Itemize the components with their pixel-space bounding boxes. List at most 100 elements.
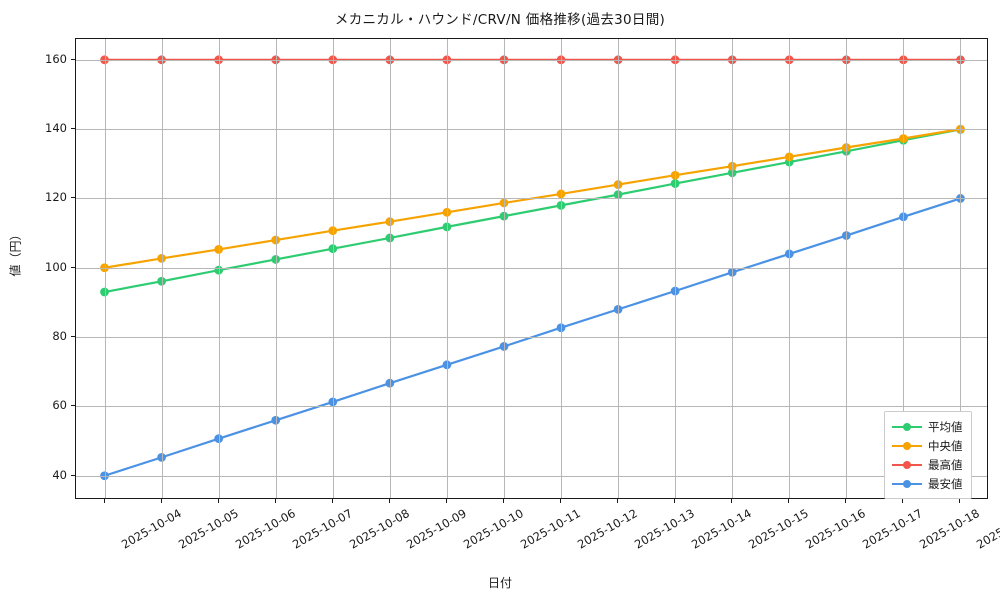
legend-item[interactable]: 最高値 [892,455,963,474]
series-marker [613,180,623,189]
x-tick-label: 2025-10-10 [460,506,526,552]
series-marker [328,397,338,407]
x-tick-mark [959,499,961,503]
series-marker [613,190,623,200]
y-axis-title: 値（円） [8,228,23,277]
legend-swatch-icon [892,478,922,490]
x-tick-mark [617,499,619,503]
x-tick-label: 2025-10-13 [632,506,697,552]
gridline-horizontal [76,337,987,339]
gridline-horizontal [76,129,987,131]
y-tick-label: 40 [52,467,67,482]
y-tick-mark [71,266,75,268]
x-tick-mark [788,499,790,503]
gridline-horizontal [76,198,987,200]
x-tick-mark [902,499,904,503]
series-marker [100,287,109,297]
legend-swatch-icon [892,440,922,452]
series-line [103,128,962,294]
y-tick-label: 60 [52,398,67,413]
series-marker [157,254,166,263]
gridline-horizontal [76,475,987,477]
y-tick-mark [71,336,75,338]
series-marker [556,200,566,210]
x-tick-label: 2025-10-06 [232,506,298,552]
y-tick-mark [71,405,75,407]
gridline-vertical [675,39,677,498]
x-tick-label: 2025-10-11 [517,506,583,552]
series-marker [613,304,623,314]
gridline-vertical [161,39,163,498]
x-tick-label: 2025-10-15 [746,506,812,552]
y-tick-mark [71,58,75,60]
series-marker [157,276,166,286]
x-axis-tick-labels: 2025-10-04 2025-10-05 2025-10-06 2025-10-07… [0,499,1000,569]
x-tick-label: 2025-10-05 [175,506,241,552]
gridline-vertical [389,39,391,498]
x-tick-mark [160,499,162,503]
x-tick-label: 2025-10-14 [689,506,754,552]
gridline-vertical [332,39,334,498]
x-tick-label: 2025-10-17 [860,506,926,552]
gridline-vertical [218,39,220,498]
gridline-vertical [275,39,277,498]
gridline-vertical [903,39,905,498]
x-tick-label: 2025-10-09 [403,506,469,552]
series-marker [328,244,338,254]
gridline-vertical [561,39,563,498]
series-marker [385,233,395,243]
gridline-vertical [960,39,962,498]
legend-swatch-icon [892,459,922,471]
x-tick-mark [388,499,390,503]
chart-title: メカニカル・ハウンド/CRV/N 価格推移(過去30日間) [334,12,666,28]
gridline-vertical [446,39,448,498]
gridline-vertical [789,39,791,498]
legend-item[interactable]: 中央値 [892,436,963,455]
legend-item[interactable]: 最安値 [892,474,963,493]
x-tick-mark [845,499,847,503]
legend-label: 中央値 [928,438,963,453]
series-marker [841,143,851,152]
series-marker [385,217,395,227]
plot-area [75,38,988,499]
x-tick-label: 2025-10-16 [803,506,869,552]
x-tick-mark [445,499,447,503]
y-tick-mark [71,474,75,476]
gridline-vertical [503,39,505,498]
y-tick-label: 100 [45,259,67,274]
x-tick-label: 2025-10-04 [118,506,184,552]
y-tick-label: 80 [52,329,67,344]
gridline-horizontal [76,59,987,61]
x-tick-mark [274,499,276,503]
series-marker [328,226,338,236]
gridline-vertical [732,39,734,498]
y-tick-label: 160 [45,51,67,66]
y-axis-tick-marks [0,38,75,499]
legend-item[interactable]: 平均値 [892,417,963,436]
gridline-horizontal [76,267,987,269]
series-marker [841,231,851,240]
x-tick-label: 2025-10-12 [574,506,640,552]
y-tick-label: 140 [45,121,67,136]
x-tick-mark [331,499,333,503]
series-marker [556,323,566,333]
x-tick-mark [674,499,676,503]
gridline-vertical [104,39,106,498]
x-tick-mark [731,499,733,503]
x-tick-label: 2025-10-08 [346,506,412,552]
y-tick-label: 120 [45,190,67,205]
x-tick-label: 2025-10-07 [289,506,355,552]
gridline-horizontal [76,406,987,408]
x-tick-mark [502,499,504,503]
series-marker [784,249,794,259]
series-layer [100,55,965,481]
x-axis-tick-marks [75,499,988,505]
x-tick-label: 2025-10-18 [917,506,983,552]
legend-label: 平均値 [928,419,963,434]
gridline-vertical [618,39,620,498]
x-axis-title: 日付 [487,576,512,590]
x-tick-mark [217,499,219,503]
series-marker [157,452,166,462]
gridline-vertical [846,39,848,498]
